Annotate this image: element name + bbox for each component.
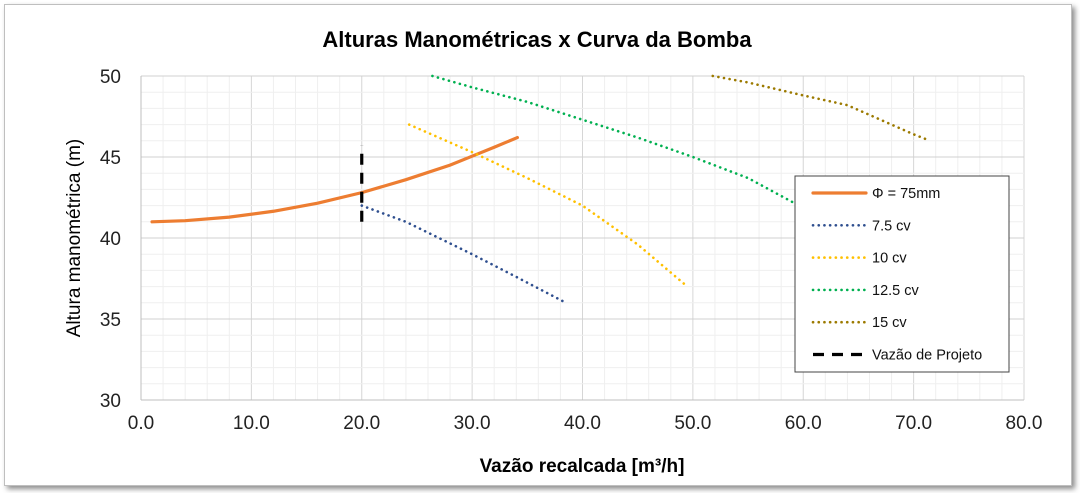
series-line-12-5-cv bbox=[431, 74, 816, 215]
x-tick-label: 60.0 bbox=[785, 413, 822, 434]
x-tick-label: 80.0 bbox=[1006, 413, 1043, 434]
x-tick-label: 70.0 bbox=[895, 413, 932, 434]
legend-label: 10 cv bbox=[872, 251, 907, 267]
series-group bbox=[150, 74, 932, 305]
legend: Φ = 75mm 7.5 cv 10 cv 12.5 cv 15 cv Vazão de … bbox=[794, 175, 1010, 373]
x-tick-label: 30.0 bbox=[454, 413, 491, 434]
x-tick-label: 0.0 bbox=[128, 413, 154, 434]
legend-label: 12.5 cv bbox=[872, 283, 919, 299]
legend-label: Φ = 75mm bbox=[872, 186, 940, 202]
legend-label: 7.5 cv bbox=[872, 218, 911, 234]
y-axis-label: Altura manométrica (m) bbox=[64, 139, 85, 338]
legend-label: 15 cv bbox=[872, 315, 907, 331]
x-tick-label: 50.0 bbox=[674, 413, 711, 434]
y-tick-label: 35 bbox=[100, 310, 121, 331]
series-line-15-cv bbox=[711, 74, 932, 143]
x-tick-label: 20.0 bbox=[343, 413, 380, 434]
x-tick-label: 10.0 bbox=[233, 413, 270, 434]
x-tick-label: 40.0 bbox=[564, 413, 601, 434]
series-line-10-cv bbox=[407, 123, 689, 288]
series-line-7-5-cv bbox=[360, 204, 568, 305]
x-axis-label: Vazão recalcada [m³/h] bbox=[480, 456, 685, 477]
legend-box bbox=[794, 175, 1010, 373]
y-tick-label: 30 bbox=[100, 391, 121, 412]
chart-title: Alturas Manométricas x Curva da Bomba bbox=[322, 27, 752, 52]
y-tick-label: 45 bbox=[100, 148, 121, 169]
y-tick-label: 50 bbox=[100, 67, 121, 88]
y-tick-label: 40 bbox=[100, 229, 121, 250]
tick-labels: 0.0 10.0 20.0 30.0 40.0 50.0 60.0 70.0 80.0 30 35 4… bbox=[100, 67, 1043, 434]
legend-label: Vazão de Projeto bbox=[872, 348, 982, 364]
